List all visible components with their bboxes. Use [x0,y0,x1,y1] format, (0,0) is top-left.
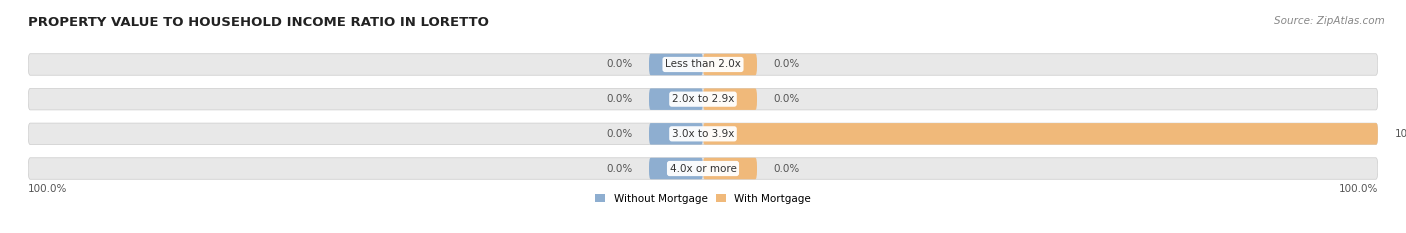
FancyBboxPatch shape [703,158,756,179]
FancyBboxPatch shape [650,123,703,145]
Text: 0.0%: 0.0% [606,129,633,139]
Text: PROPERTY VALUE TO HOUSEHOLD INCOME RATIO IN LORETTO: PROPERTY VALUE TO HOUSEHOLD INCOME RATIO… [28,16,489,29]
Text: 100.0%: 100.0% [1395,129,1406,139]
Text: 0.0%: 0.0% [606,94,633,104]
FancyBboxPatch shape [703,123,1378,145]
FancyBboxPatch shape [650,88,703,110]
Text: 0.0%: 0.0% [773,164,800,174]
FancyBboxPatch shape [28,88,1378,110]
Text: 100.0%: 100.0% [1339,184,1378,194]
FancyBboxPatch shape [703,88,756,110]
Text: 2.0x to 2.9x: 2.0x to 2.9x [672,94,734,104]
FancyBboxPatch shape [28,158,1378,179]
Legend: Without Mortgage, With Mortgage: Without Mortgage, With Mortgage [595,194,811,204]
FancyBboxPatch shape [28,54,1378,75]
Text: 0.0%: 0.0% [773,59,800,69]
Text: 100.0%: 100.0% [28,184,67,194]
Text: 3.0x to 3.9x: 3.0x to 3.9x [672,129,734,139]
FancyBboxPatch shape [650,158,703,179]
Text: 0.0%: 0.0% [773,94,800,104]
Text: Less than 2.0x: Less than 2.0x [665,59,741,69]
Text: 0.0%: 0.0% [606,164,633,174]
Text: 0.0%: 0.0% [606,59,633,69]
FancyBboxPatch shape [703,54,756,75]
FancyBboxPatch shape [28,123,1378,145]
Text: Source: ZipAtlas.com: Source: ZipAtlas.com [1274,16,1385,26]
Text: 4.0x or more: 4.0x or more [669,164,737,174]
FancyBboxPatch shape [650,54,703,75]
